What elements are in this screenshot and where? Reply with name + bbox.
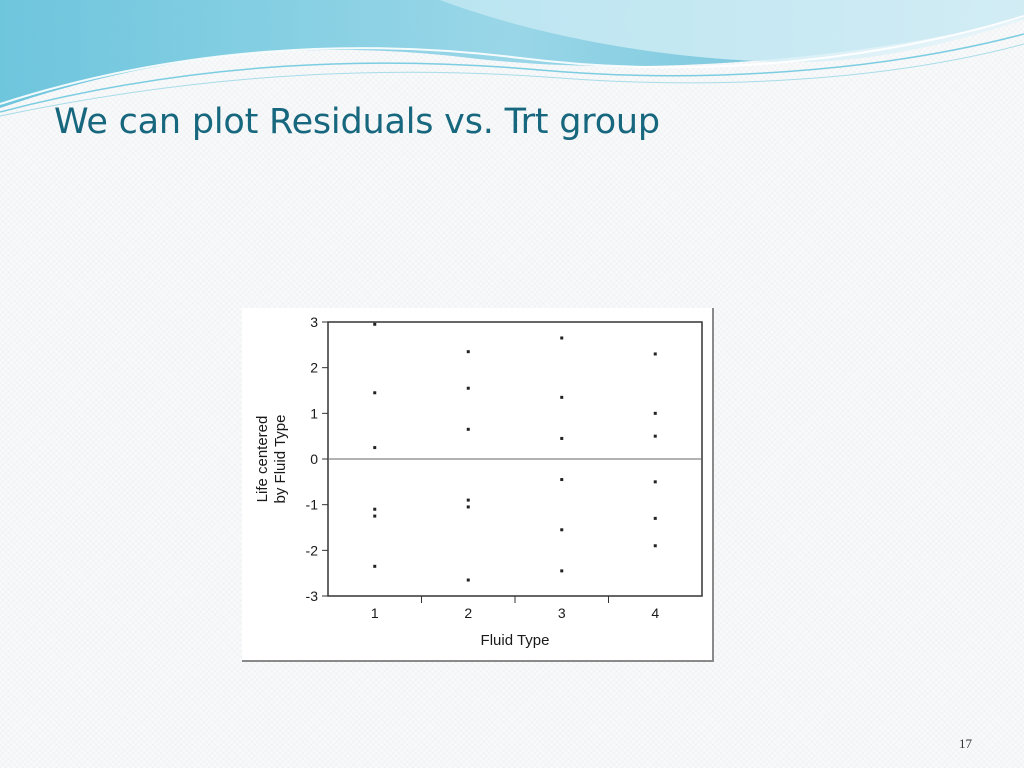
x-tick-label: 4 xyxy=(651,605,659,621)
y-axis-label-line-1: Life centered xyxy=(254,416,271,503)
x-tick-label: 2 xyxy=(464,605,472,621)
y-tick-label: 0 xyxy=(310,451,318,467)
slide-title: We can plot Residuals vs. Trt group xyxy=(54,102,660,142)
y-axis-label-line-2: by Fluid Type xyxy=(272,415,289,504)
data-point xyxy=(560,528,564,532)
data-point xyxy=(560,569,564,573)
data-point xyxy=(373,391,377,395)
data-point xyxy=(466,505,470,509)
data-point xyxy=(653,411,657,415)
y-tick-label: 1 xyxy=(310,405,318,421)
data-point xyxy=(653,352,657,356)
residual-scatter-plot: 3 2 1 0 -1 -2 -3 1 2 3 4 Life centered by Fluid T… xyxy=(254,314,703,649)
data-point xyxy=(373,507,377,511)
page-number: 17 xyxy=(959,736,972,751)
data-point xyxy=(653,480,657,484)
data-point xyxy=(560,395,564,399)
data-point xyxy=(466,386,470,390)
data-point xyxy=(653,544,657,548)
data-point xyxy=(466,498,470,502)
data-point xyxy=(373,446,377,450)
y-tick-label: -3 xyxy=(306,588,319,604)
data-point xyxy=(466,427,470,431)
header-swoosh-decoration xyxy=(0,0,1024,117)
x-axis-label: Fluid Type xyxy=(481,632,550,649)
data-point xyxy=(373,322,377,326)
data-point xyxy=(373,514,377,518)
data-point xyxy=(466,578,470,582)
y-tick-label: -2 xyxy=(306,542,319,558)
y-tick-label: 3 xyxy=(310,314,318,330)
data-point xyxy=(653,434,657,438)
data-point xyxy=(560,478,564,482)
data-point xyxy=(653,516,657,520)
x-tick-label: 1 xyxy=(371,605,379,621)
y-tick-label: -1 xyxy=(306,497,319,513)
y-tick-label: 2 xyxy=(310,360,318,376)
x-axis: 1 2 3 4 xyxy=(371,596,659,621)
data-point xyxy=(560,436,564,440)
chart-image-frame: 3 2 1 0 -1 -2 -3 1 2 3 4 Life centered by Fluid T… xyxy=(242,308,714,662)
x-tick-label: 3 xyxy=(558,605,566,621)
data-point xyxy=(466,350,470,354)
data-point xyxy=(373,564,377,568)
data-points xyxy=(373,322,657,582)
data-point xyxy=(560,336,564,340)
y-axis: 3 2 1 0 -1 -2 -3 xyxy=(306,314,328,604)
